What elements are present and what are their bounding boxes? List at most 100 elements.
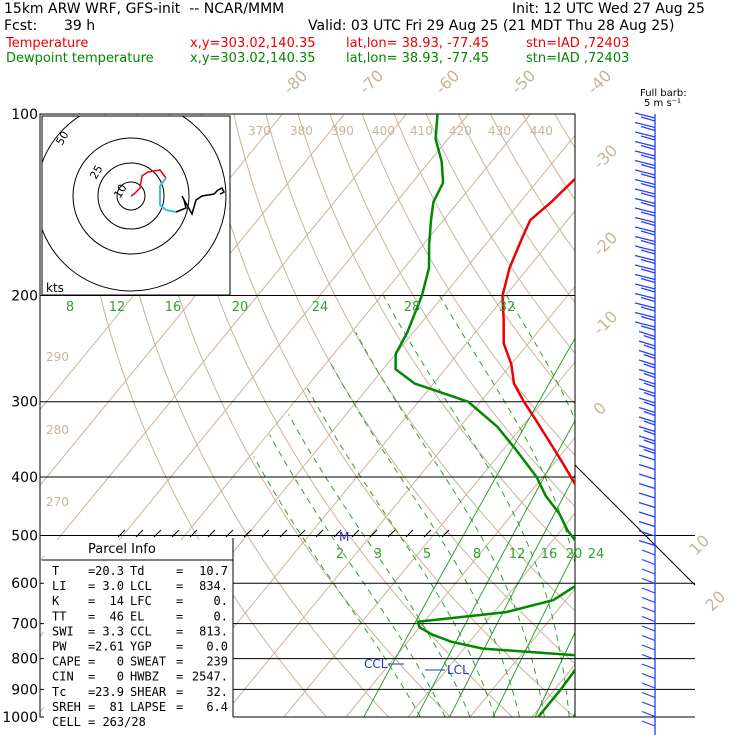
temperature-legend-name: Temperature	[6, 36, 89, 51]
parcel-param-name: SREH	[52, 700, 81, 714]
wind-barb	[643, 382, 656, 388]
wind-barb	[641, 634, 656, 642]
barb-key-line2: 5 m s⁻¹	[644, 98, 681, 109]
dry-adiabat-line	[104, 114, 389, 717]
wind-barb	[643, 448, 656, 455]
isotherm-line	[345, 436, 575, 717]
hodograph-ring	[97, 162, 165, 230]
theta-label: 270	[46, 495, 69, 509]
wind-barb	[643, 334, 656, 341]
forecast-label: Fcst:	[4, 18, 38, 34]
isotherm-line	[283, 361, 575, 717]
mixing-ratio-line	[572, 711, 575, 717]
wind-barb	[638, 425, 656, 433]
wind-barb	[640, 239, 656, 246]
moist-adiabat-line	[693, 296, 734, 718]
pressure-tick-label: 200	[11, 289, 38, 305]
wind-barb	[638, 492, 656, 499]
parcel-param-name: YGP	[130, 640, 152, 654]
parcel-param-value: 834.	[199, 579, 228, 593]
moist-adiabat-line	[306, 388, 496, 717]
mixing-ratio-label: 20	[232, 300, 249, 315]
wind-barb	[634, 226, 656, 233]
hodograph-ring-label: 10	[111, 182, 129, 201]
parcel-equals: =	[88, 670, 95, 684]
wind-barb	[638, 340, 656, 347]
wind-barb	[643, 429, 656, 436]
wind-barb	[641, 701, 656, 708]
dewpoint-legend-name: Dewpoint temperature	[6, 51, 154, 66]
dry-adiabat-line	[587, 114, 740, 717]
hatch-mark	[423, 529, 432, 538]
wind-barb	[634, 283, 656, 290]
wind-barb	[634, 169, 656, 176]
wind-barb	[640, 268, 656, 274]
wind-barb	[638, 454, 656, 461]
pressure-tick-label: 500	[11, 528, 38, 544]
wind-barb	[634, 150, 656, 157]
wind-barb	[640, 182, 656, 189]
dry-adiabat-line	[651, 114, 740, 717]
mixing-ratio-label: 2	[336, 547, 344, 562]
parcel-param-name: LI	[52, 579, 66, 593]
isotherm-label: 0	[589, 398, 610, 419]
parcel-param-name: EL	[130, 609, 144, 623]
pressure-tick-label: 800	[11, 652, 38, 668]
temperature-legend-xy: x,y=303.02,140.35	[190, 36, 316, 51]
hodograph-ring	[42, 116, 227, 292]
parcel-param-value: 20.3	[95, 564, 124, 578]
wind-barb	[641, 615, 656, 623]
dewpoint-legend-latlon: lat,lon= 38.93, -77.45	[346, 51, 490, 66]
wind-barb	[641, 663, 656, 670]
wind-barb	[634, 216, 656, 224]
isotherm-label: -80	[279, 66, 311, 98]
wind-barb	[638, 482, 656, 490]
dry-adiabat-line	[715, 114, 740, 717]
wind-barb	[641, 691, 656, 699]
theta-label: 280	[46, 423, 69, 437]
wind-barb	[643, 353, 656, 360]
parcel-param-name: T	[52, 564, 59, 578]
wind-barb	[643, 420, 656, 426]
wind-barb	[641, 672, 656, 680]
dry-adiabat-line	[265, 114, 575, 612]
init-time: Init: 12 UTC Wed 27 Aug 25	[512, 1, 705, 17]
parcel-box-bg	[44, 540, 233, 730]
dewpoint-legend-station: stn=IAD ,72403	[526, 51, 630, 66]
isotherm-line	[40, 114, 345, 487]
wind-barb	[634, 121, 656, 129]
wind-barb	[634, 188, 656, 195]
barb-key-line1: Full barb:	[640, 88, 687, 99]
parcel-param-value: 0.	[214, 609, 228, 623]
wind-barb	[643, 439, 656, 445]
hodograph-ring-label: 50	[53, 129, 71, 148]
moist-adiabat-line	[355, 331, 545, 717]
wind-barb	[641, 682, 656, 689]
parcel-param-name: CCL	[130, 624, 152, 638]
wind-barb	[634, 207, 656, 214]
parcel-param-value: 14	[110, 594, 124, 608]
dry-adiabat-line	[361, 114, 575, 457]
parcel-equals: =	[88, 624, 95, 638]
wind-barb	[638, 530, 656, 537]
hodograph-ring	[72, 137, 190, 255]
mixing-ratio-label: 8	[66, 300, 74, 315]
wind-barb	[643, 372, 656, 379]
hatch-mark	[135, 529, 144, 538]
parcel-param-value: 3.3	[102, 624, 124, 638]
parcel-param-name: LFC	[130, 594, 152, 608]
forecast-hour: 39 h	[64, 18, 96, 34]
wind-barb	[634, 197, 656, 205]
mixing-ratio-line	[623, 296, 740, 718]
parcel-param-value: 813.	[199, 624, 228, 638]
parcel-param-name: SHEAR	[130, 685, 167, 699]
isotherm-line	[656, 114, 740, 717]
theta-label: 430	[488, 124, 511, 138]
isotherm-label: 20	[701, 587, 729, 615]
wind-barb	[643, 391, 656, 398]
theta-label: 400	[372, 124, 395, 138]
wind-barb	[640, 249, 656, 255]
wind-barb	[643, 401, 656, 407]
wind-barb	[640, 287, 656, 293]
temperature-legend-station: stn=IAD ,72403	[526, 36, 630, 51]
